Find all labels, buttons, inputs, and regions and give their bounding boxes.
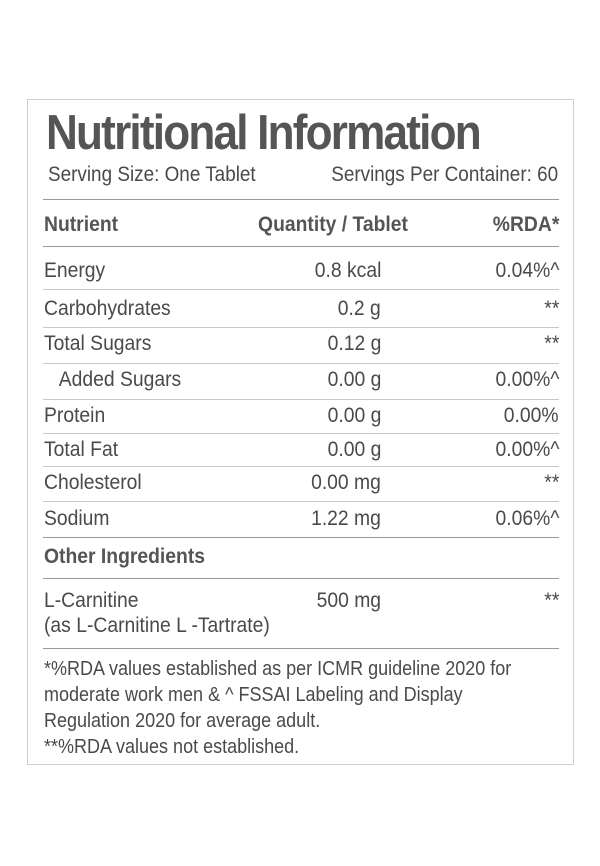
nutrient-name: Total Fat bbox=[44, 438, 119, 461]
divider bbox=[43, 501, 559, 502]
nutrient-quantity: 1.22 mg bbox=[311, 507, 381, 530]
nutrient-quantity: 0.12 g bbox=[327, 332, 381, 355]
nutrient-rda: ** bbox=[543, 471, 559, 494]
nutrition-panel: Nutritional Information Serving Size: On… bbox=[27, 99, 574, 765]
divider bbox=[43, 246, 559, 247]
table-row: Total Fat 0.00 g 0.00%^ bbox=[43, 435, 559, 465]
divider bbox=[43, 578, 559, 579]
other-ingredients-heading: Other Ingredients bbox=[44, 545, 206, 568]
nutrient-quantity: 0.00 mg bbox=[311, 471, 381, 494]
divider bbox=[43, 466, 559, 467]
nutrient-name: Energy bbox=[44, 259, 106, 282]
nutrient-rda: ** bbox=[543, 332, 559, 355]
table-row: Carbohydrates 0.2 g ** bbox=[43, 294, 559, 324]
serving-size: Serving Size: One Tablet bbox=[48, 163, 256, 186]
ingredient-name-detail: (as L-Carnitine L -Tartrate) bbox=[44, 614, 270, 637]
ingredient-name: L-Carnitine bbox=[44, 589, 139, 612]
nutrient-quantity: 0.2 g bbox=[338, 297, 381, 320]
footnote: moderate work men & ^ FSSAI Labeling and… bbox=[44, 684, 463, 706]
table-row: Protein 0.00 g 0.00% bbox=[43, 401, 559, 431]
nutrient-quantity: 0.00 g bbox=[327, 438, 381, 461]
nutrient-quantity: 0.8 kcal bbox=[314, 259, 381, 282]
divider bbox=[43, 648, 559, 649]
header-nutrient: Nutrient bbox=[44, 213, 119, 236]
nutrient-name: Carbohydrates bbox=[44, 297, 171, 320]
nutrient-rda: 0.04%^ bbox=[495, 259, 559, 282]
nutrient-rda: ** bbox=[543, 297, 559, 320]
servings-per-container: Servings Per Container: 60 bbox=[331, 163, 558, 186]
nutrient-name: Added Sugars bbox=[58, 368, 182, 391]
divider bbox=[43, 433, 559, 434]
divider bbox=[43, 199, 559, 200]
header-quantity: Quantity / Tablet bbox=[258, 213, 408, 236]
table-row: Cholesterol 0.00 mg ** bbox=[43, 468, 559, 498]
table-row: Added Sugars 0.00 g 0.00%^ bbox=[43, 365, 559, 395]
nutrient-rda: 0.00% bbox=[504, 404, 559, 427]
nutrient-rda: 0.00%^ bbox=[495, 438, 559, 461]
nutrient-rda: 0.06%^ bbox=[495, 507, 559, 530]
nutrient-name: Protein bbox=[44, 404, 106, 427]
table-row: Energy 0.8 kcal 0.04%^ bbox=[43, 256, 559, 286]
nutrient-name: Total Sugars bbox=[44, 332, 152, 355]
divider bbox=[43, 327, 559, 328]
footnote: **%RDA values not established. bbox=[44, 736, 300, 758]
table-row: Sodium 1.22 mg 0.06%^ bbox=[43, 504, 559, 534]
nutrient-quantity: 0.00 g bbox=[327, 404, 381, 427]
panel-title: Nutritional Information bbox=[46, 106, 482, 160]
header-rda: %RDA* bbox=[492, 213, 559, 236]
table-row: Total Sugars 0.12 g ** bbox=[43, 329, 559, 359]
nutrient-quantity: 0.00 g bbox=[327, 368, 381, 391]
nutrient-name: Sodium bbox=[44, 507, 110, 530]
divider bbox=[43, 289, 559, 290]
divider bbox=[43, 363, 559, 364]
nutrient-rda: 0.00%^ bbox=[495, 368, 559, 391]
nutrient-name: Cholesterol bbox=[44, 471, 142, 494]
divider bbox=[43, 399, 559, 400]
footnote: *%RDA values established as per ICMR gui… bbox=[44, 658, 512, 680]
ingredient-rda: ** bbox=[543, 589, 559, 612]
ingredient-quantity: 500 mg bbox=[316, 589, 381, 612]
divider bbox=[43, 537, 559, 538]
table-header: Nutrient Quantity / Tablet %RDA* bbox=[43, 210, 559, 240]
footnote: Regulation 2020 for average adult. bbox=[44, 710, 321, 732]
